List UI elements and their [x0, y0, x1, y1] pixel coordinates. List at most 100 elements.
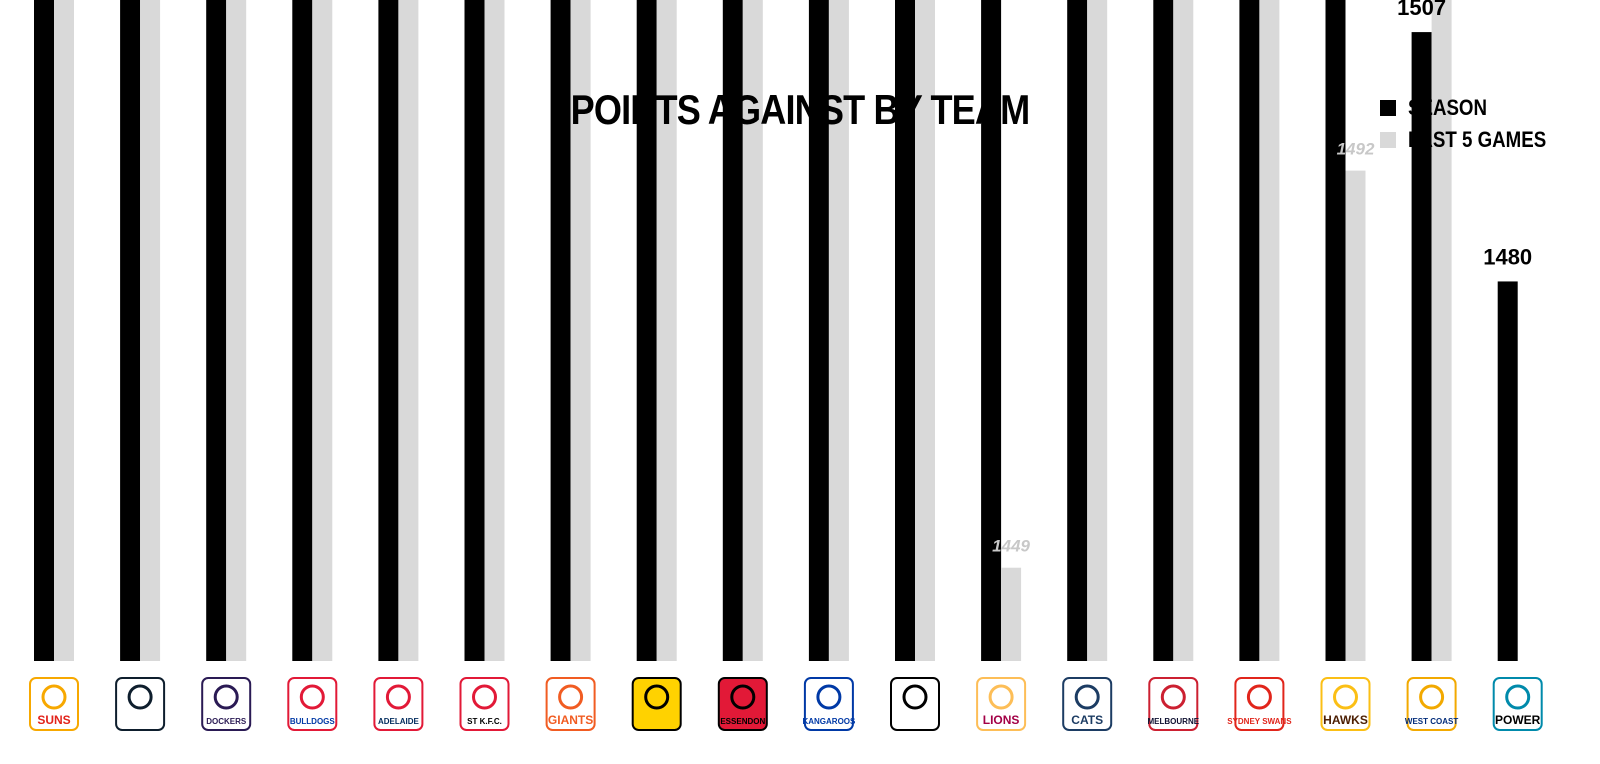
team-logos: SUNS DOCKERS BULLDOGS ADELAIDE ST K.F.C. GIAN… [29, 677, 1543, 731]
bar-last5-12 [1087, 0, 1108, 661]
bar-season-0 [34, 0, 54, 661]
logo-text-14: SYDNEY SWANS [1227, 717, 1292, 726]
season-bars [34, 0, 1518, 662]
logo-shield-12 [1062, 677, 1113, 731]
bar-season-1 [120, 0, 141, 661]
bar-season-2 [206, 0, 227, 661]
logo-emblem-14 [1246, 684, 1272, 710]
team-logo-13: MELBOURNE [1148, 677, 1200, 731]
logo-emblem-4 [385, 684, 411, 710]
logo-text-5: ST K.F.C. [467, 717, 502, 726]
team-logo-9: KANGAROOS [802, 677, 856, 731]
team-logo-3: BULLDOGS [287, 677, 338, 731]
bar-season-15 [1325, 0, 1346, 661]
logo-text-13: MELBOURNE [1148, 717, 1200, 726]
bar-season-11 [981, 0, 1002, 661]
logo-emblem-16 [1419, 684, 1445, 710]
team-logo-8: ESSENDON [717, 677, 768, 731]
bar-last5-13 [1173, 0, 1194, 661]
logo-text-2: DOCKERS [206, 717, 247, 726]
logo-shield-9 [803, 677, 854, 731]
logo-text-9: KANGAROOS [802, 717, 856, 726]
logo-emblem-12 [1074, 684, 1100, 710]
legend: SEASON LAST 5 GAMES [1380, 92, 1571, 156]
logo-shield-0 [29, 677, 79, 731]
data-label-last5-15: 1492 [1337, 140, 1375, 159]
logo-text-0: SUNS [37, 713, 70, 727]
team-logo-10 [890, 677, 940, 731]
bar-season-7 [636, 0, 657, 661]
bar-last5-8 [742, 0, 763, 661]
team-logo-11: LIONS [976, 677, 1027, 731]
bar-last5-14 [1259, 0, 1280, 661]
logo-text-16: WEST COAST [1405, 717, 1458, 726]
logo-text-8: ESSENDON [720, 717, 765, 726]
bar-season-14 [1239, 0, 1260, 662]
team-logo-7 [631, 677, 682, 731]
team-logo-12: CATS [1062, 677, 1113, 731]
logo-shield-8 [717, 677, 768, 731]
logo-emblem-7 [644, 684, 670, 710]
bar-last5-9 [828, 0, 849, 662]
bar-season-4 [378, 0, 399, 661]
logo-shield-17 [1492, 677, 1543, 731]
bar-season-6 [550, 0, 571, 661]
chart-title: POINTS AGAINST BY TEAM [570, 86, 1031, 133]
data-label-season-17: 1480 [1483, 244, 1532, 269]
legend-swatch-last5 [1380, 132, 1396, 148]
data-labels: 1688172016391721162816001627165516231650… [992, 0, 1532, 556]
team-logo-6: GIANTS [545, 677, 596, 731]
logo-shield-16 [1406, 677, 1457, 731]
logo-shield-2 [201, 677, 252, 731]
team-logo-17: POWER [1492, 677, 1543, 731]
bar-season-17 [1497, 281, 1518, 661]
bar-season-16 [1411, 32, 1432, 662]
logo-shield-7 [631, 677, 682, 731]
logo-emblem-8 [730, 684, 756, 710]
logo-shield-4 [373, 677, 424, 731]
logo-text-17: POWER [1495, 713, 1541, 727]
bar-season-10 [895, 0, 915, 661]
bar-last5-10 [915, 0, 935, 661]
team-logo-4: ADELAIDE [373, 677, 424, 731]
logo-text-11: LIONS [983, 713, 1020, 727]
bar-season-9 [808, 0, 829, 661]
legend-item-last5: LAST 5 GAMES [1380, 124, 1571, 156]
logo-emblem-3 [299, 684, 325, 710]
team-logo-0: SUNS [29, 677, 79, 731]
team-logo-15: HAWKS [1320, 677, 1371, 731]
bar-season-8 [722, 0, 743, 662]
legend-label-last5: LAST 5 GAMES [1408, 127, 1547, 152]
last5-bars [54, 0, 1452, 662]
bar-last5-0 [54, 0, 74, 661]
logo-text-6: GIANTS [548, 713, 593, 727]
logo-emblem-13 [1160, 684, 1186, 710]
logo-shield-13 [1148, 677, 1199, 731]
logo-emblem-0 [41, 684, 67, 710]
bar-last5-3 [312, 0, 333, 661]
bar-season-3 [292, 0, 313, 661]
legend-label-season: SEASON [1408, 95, 1487, 120]
logo-emblem-10 [902, 684, 928, 710]
logo-shield-14 [1234, 677, 1285, 731]
logo-emblem-17 [1505, 684, 1531, 710]
logo-emblem-9 [816, 684, 842, 710]
team-logo-2: DOCKERS [201, 677, 252, 731]
data-label-season-16: 1507 [1397, 0, 1446, 20]
logo-emblem-1 [127, 684, 153, 710]
logo-text-4: ADELAIDE [378, 717, 420, 726]
bar-last5-11 [1001, 567, 1022, 661]
logo-emblem-11 [988, 684, 1014, 710]
team-logo-14: SYDNEY SWANS [1227, 677, 1292, 731]
legend-swatch-season [1380, 100, 1396, 116]
data-label-last5-11: 1449 [992, 537, 1030, 556]
logo-shield-1 [115, 677, 166, 731]
bar-season-13 [1153, 0, 1174, 661]
logo-shield-3 [287, 677, 338, 731]
bar-last5-16 [1431, 0, 1452, 662]
logo-shield-6 [545, 677, 596, 731]
logo-shield-15 [1320, 677, 1371, 731]
logo-emblem-2 [213, 684, 239, 710]
team-logo-1 [115, 677, 166, 731]
